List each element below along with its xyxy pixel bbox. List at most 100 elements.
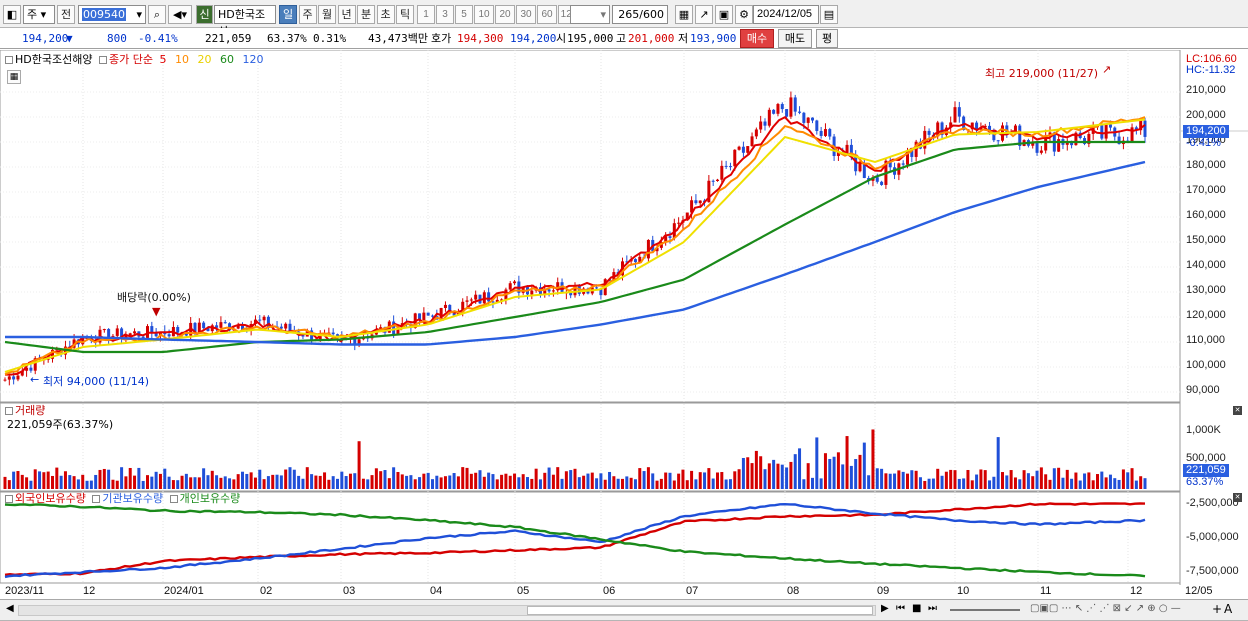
stock-name-field[interactable]: HD한국조선 bbox=[214, 5, 276, 38]
volume-bar bbox=[668, 472, 672, 489]
add-icon[interactable]: + bbox=[1212, 602, 1223, 616]
candle-body bbox=[448, 304, 452, 314]
ma-line-20 bbox=[4, 118, 1146, 373]
volume-current-tag: 221,059 bbox=[1183, 464, 1229, 477]
price-tick: 180,000 bbox=[1186, 159, 1226, 171]
candle-body bbox=[573, 284, 577, 296]
candle-body bbox=[949, 122, 953, 128]
forward-icon[interactable]: ⏭ bbox=[928, 603, 937, 614]
date-field[interactable]: 2024/12/05 bbox=[753, 5, 819, 24]
candle-body bbox=[150, 326, 154, 334]
candle-body bbox=[98, 329, 102, 343]
prev-button[interactable]: 전 bbox=[57, 5, 75, 24]
speaker-icon[interactable]: ◀▾ bbox=[168, 5, 192, 24]
candle-body bbox=[940, 122, 944, 135]
holdings-tick-3: -7,500,000 bbox=[1186, 565, 1239, 577]
volume-bar bbox=[111, 479, 115, 489]
close-icon[interactable]: ✕ bbox=[1233, 406, 1242, 415]
candle-body bbox=[962, 116, 966, 130]
volume-bar bbox=[405, 475, 409, 489]
volume-bar bbox=[163, 468, 167, 489]
text-icon[interactable]: A bbox=[1224, 602, 1233, 616]
count-field[interactable]: 265/600 bbox=[612, 5, 668, 24]
sell-button[interactable]: 매도 bbox=[778, 29, 812, 48]
period-tab-2[interactable]: 월 bbox=[318, 5, 336, 24]
period-select[interactable]: 주 ▾ bbox=[23, 5, 55, 24]
stock-chart[interactable] bbox=[0, 50, 1248, 599]
volume-bar bbox=[504, 473, 508, 489]
interval-button-60[interactable]: 60 bbox=[537, 5, 557, 24]
price-tick: 90,000 bbox=[1186, 384, 1220, 396]
volume-bar bbox=[793, 454, 797, 489]
volume-subtitle: 221,059주(63.37%) bbox=[7, 418, 114, 431]
volume-bar bbox=[1022, 470, 1026, 489]
period-tab-3[interactable]: 년 bbox=[337, 5, 356, 24]
calendar-icon[interactable]: ▤ bbox=[820, 5, 838, 24]
volume-bar bbox=[72, 476, 76, 489]
save-icon[interactable]: ▣ bbox=[715, 5, 733, 24]
interval-button-1[interactable]: 1 bbox=[417, 5, 435, 24]
grid-icon[interactable]: ▦ bbox=[675, 5, 693, 24]
volume-bar bbox=[906, 473, 909, 489]
calculator-icon[interactable]: ▦ bbox=[7, 70, 21, 84]
volume-bar bbox=[1005, 475, 1009, 489]
candle-body bbox=[875, 177, 879, 182]
candle-body bbox=[176, 327, 180, 333]
volume-bar bbox=[42, 472, 46, 489]
candle-body bbox=[560, 282, 564, 293]
tool-icons[interactable]: ▢▣▢ ⋯ ↖ ⋰ ⋰ ⊠ ↙ ↗ ⊕ ○ — bbox=[1030, 603, 1181, 614]
interval-button-20[interactable]: 20 bbox=[495, 5, 515, 24]
period-tab-5[interactable]: 초 bbox=[376, 5, 395, 24]
window-icon[interactable]: ◧ bbox=[3, 5, 21, 24]
period-tab-4[interactable]: 분 bbox=[357, 5, 375, 24]
candle-body bbox=[167, 334, 171, 337]
interval-button-3[interactable]: 3 bbox=[436, 5, 454, 24]
volume-bar bbox=[962, 478, 966, 489]
up-arrow-icon: ↗ bbox=[1102, 63, 1112, 76]
candle-body bbox=[754, 129, 758, 137]
volume-bar bbox=[664, 472, 668, 489]
candle-body bbox=[694, 200, 698, 204]
candle-body bbox=[228, 323, 232, 331]
time-tick: 04 bbox=[430, 585, 443, 597]
settings-icon[interactable]: ⚙ bbox=[735, 5, 753, 24]
candle-body bbox=[862, 163, 866, 178]
volume-bar bbox=[258, 469, 262, 489]
price-panel-frame bbox=[0, 50, 1181, 403]
candle-body bbox=[1130, 127, 1134, 143]
volume-bar bbox=[940, 475, 944, 489]
volume-bar bbox=[171, 480, 175, 489]
eval-button[interactable]: 평 bbox=[816, 29, 838, 48]
period-tab-0[interactable]: 일 bbox=[279, 5, 297, 24]
close-icon[interactable]: ✕ bbox=[1233, 493, 1242, 502]
scrollbar-track[interactable] bbox=[18, 605, 876, 616]
stop-icon[interactable]: ■ bbox=[912, 603, 922, 614]
search-icon[interactable]: ⌕ bbox=[148, 5, 166, 24]
candle-body bbox=[396, 327, 400, 335]
candle-body bbox=[1134, 127, 1138, 131]
interval-button-5[interactable]: 5 bbox=[455, 5, 473, 24]
candle-body bbox=[1035, 143, 1039, 153]
low-annotation-arrow-icon: ← bbox=[30, 373, 40, 386]
scrollbar-thumb[interactable] bbox=[527, 606, 873, 615]
volume-bar bbox=[551, 474, 555, 489]
period-tab-6[interactable]: 틱 bbox=[396, 5, 414, 24]
draw-icon[interactable]: ↗ bbox=[695, 5, 713, 24]
interval-button-10[interactable]: 10 bbox=[474, 5, 494, 24]
down-arrow-icon: ▼ bbox=[66, 32, 73, 45]
scroll-left-icon[interactable]: ◀ bbox=[6, 603, 14, 614]
rewind-icon[interactable]: ⏮ bbox=[896, 603, 905, 614]
interval-dropdown[interactable]: ▾ bbox=[570, 5, 610, 24]
interval-button-30[interactable]: 30 bbox=[516, 5, 536, 24]
scroll-right-icon[interactable]: ▶ bbox=[881, 603, 889, 614]
volume-bar bbox=[918, 477, 922, 489]
code-input[interactable]: 009540 ▾ bbox=[78, 5, 146, 24]
candle-body bbox=[236, 324, 240, 329]
buy-button[interactable]: 매수 bbox=[740, 29, 774, 48]
legend-ma5: 5 bbox=[159, 53, 167, 66]
candle-body bbox=[1039, 150, 1043, 153]
volume-bar bbox=[970, 480, 974, 489]
period-tab-1[interactable]: 주 bbox=[298, 5, 317, 24]
volume-bar bbox=[370, 475, 374, 489]
zoom-slider[interactable] bbox=[950, 609, 1020, 611]
